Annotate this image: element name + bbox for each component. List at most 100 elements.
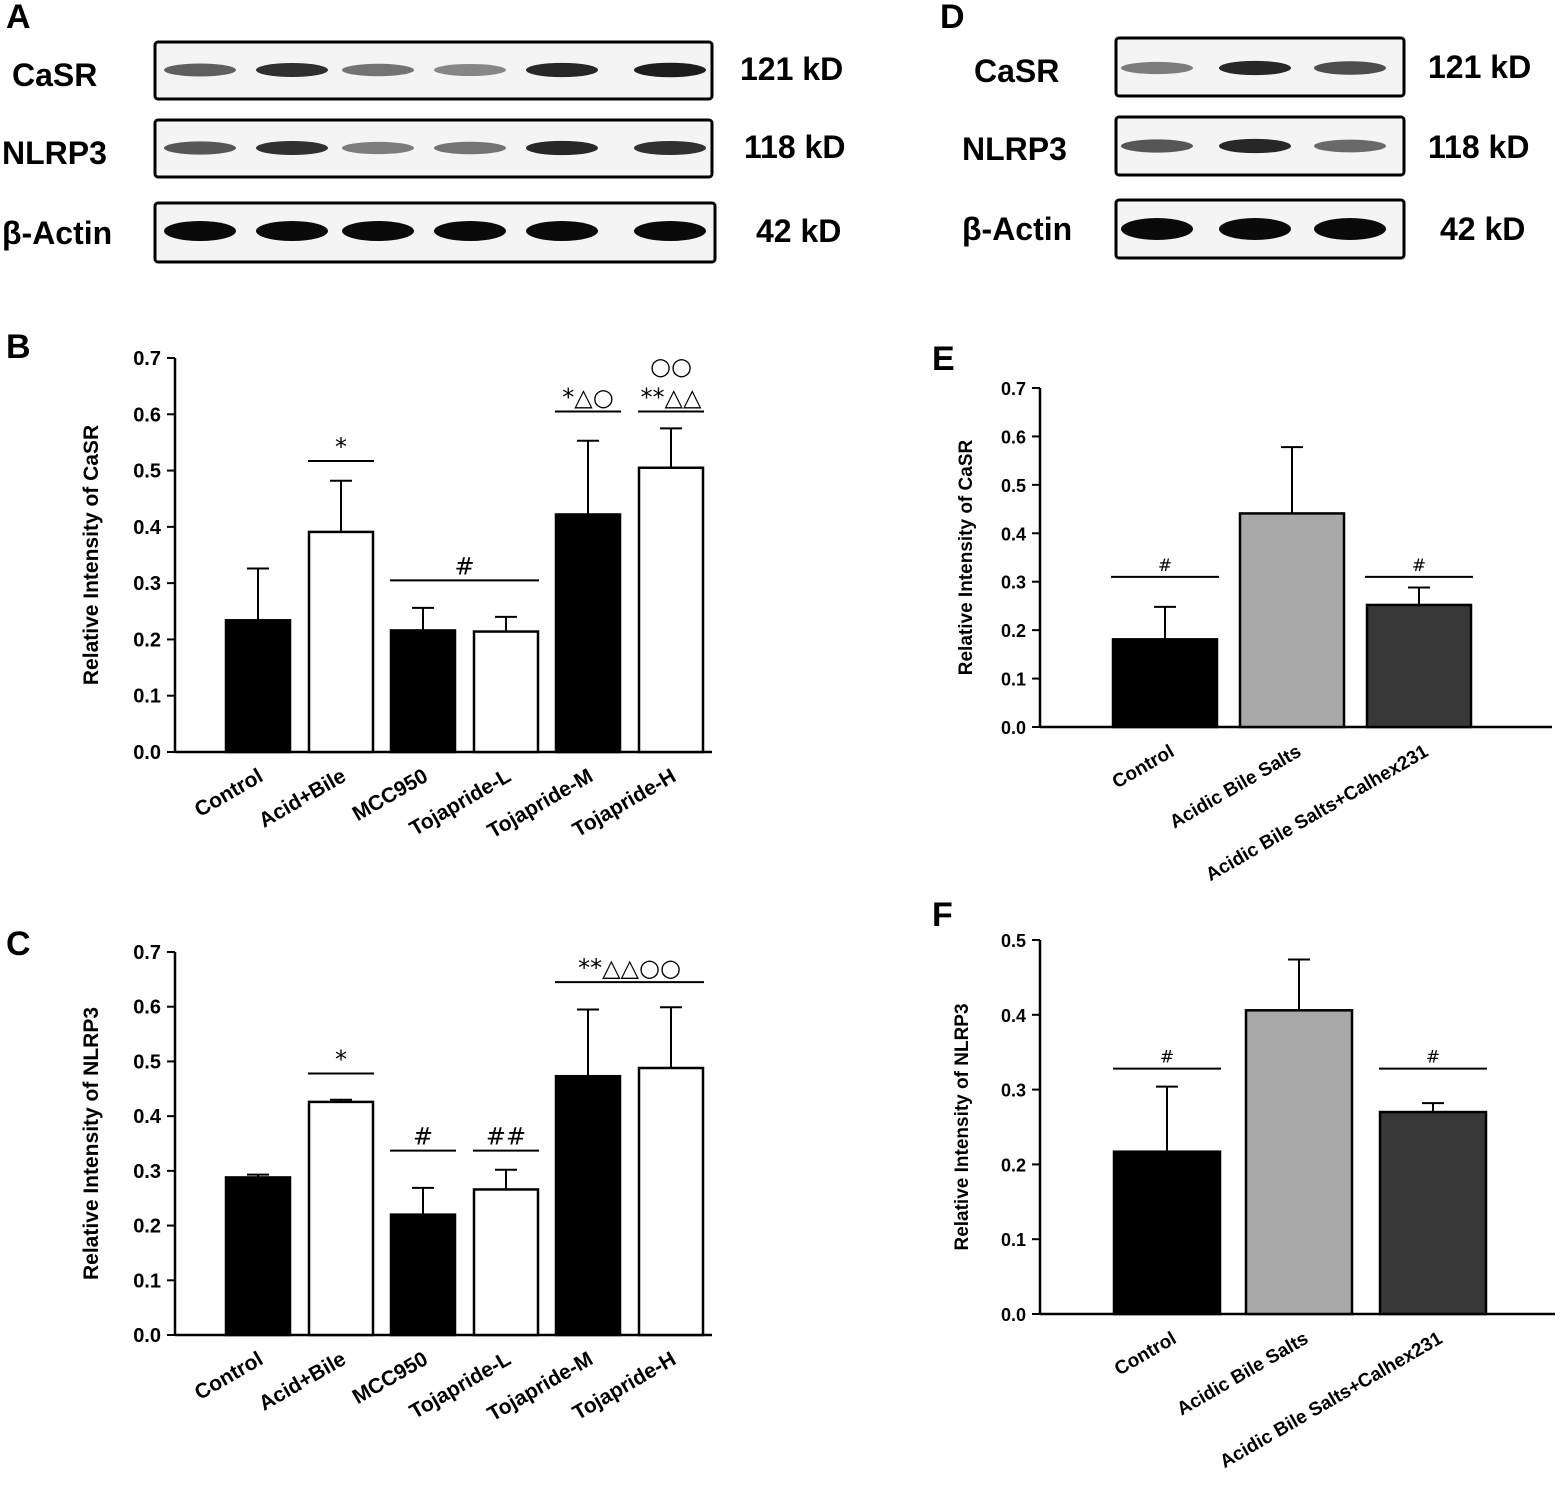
category-label: Acidic Bile Salts [1174, 1328, 1313, 1420]
significance-mark: # [1412, 556, 1426, 576]
bar [389, 629, 457, 754]
blot-protein-label: β-Actin [2, 215, 112, 251]
y-tick-label: 0.2 [133, 1216, 161, 1238]
blot-band [434, 63, 506, 77]
y-tick-label: 0.3 [133, 573, 161, 595]
bar-chart-e: 0.0 0.1 0.2 0.3 0.4 0.5 0.6 0.7 Relative Intensi… [956, 379, 1552, 886]
blot-band [1219, 60, 1291, 76]
significance-mark: # [1160, 1048, 1174, 1068]
y-tick-label: 0.7 [133, 942, 161, 964]
blot-band [342, 221, 414, 241]
y-tick-label: 0.3 [133, 1161, 161, 1183]
panel-letter-f: F [932, 896, 953, 934]
y-tick-label: 0.2 [1001, 621, 1026, 641]
y-tick-label: 0.5 [133, 1051, 161, 1073]
blot-band [434, 141, 506, 155]
y-tick-label: 0.5 [133, 461, 161, 483]
blot-band [526, 221, 598, 241]
blot-protein-label: β-Actin [962, 211, 1072, 247]
y-tick-label: 0.2 [1001, 1155, 1026, 1175]
y-axis-label: Relative Intensity of CaSR [80, 425, 103, 685]
significance-mark: **△△ [641, 383, 702, 411]
blot-row: CaSR 121 kD [974, 36, 1531, 98]
y-axis-label: Relative Intensity of CaSR [956, 439, 977, 675]
blot-row: NLRP3 118 kD [2, 118, 845, 179]
bar [554, 1074, 622, 1337]
blot-band [634, 140, 706, 156]
blot-band [1219, 138, 1291, 154]
blot-size-label: 42 kD [1440, 211, 1525, 247]
bar [1111, 638, 1219, 729]
blot-band [634, 221, 706, 241]
y-tick-label: 0.7 [1001, 379, 1026, 399]
significance-mark: # [1158, 556, 1172, 576]
panel-letter-c: C [6, 925, 31, 963]
category-label: Acid+Bile [255, 1347, 350, 1415]
blot-band [1121, 218, 1193, 240]
blot-row: CaSR 121 kD [12, 40, 843, 101]
blot-protein-label: CaSR [974, 53, 1059, 89]
blot-size-label: 121 kD [740, 51, 843, 87]
bar [472, 1188, 540, 1337]
y-tick-label: 0.4 [133, 1106, 162, 1128]
significance-mark: ○○ [650, 353, 692, 381]
bar [307, 1100, 375, 1337]
y-axis-label: Relative Intensity of NLRP3 [952, 1003, 973, 1250]
blot-row: β-Actin 42 kD [962, 198, 1525, 260]
category-label: Control [1109, 741, 1178, 793]
blot-size-label: 118 kD [1428, 129, 1529, 165]
y-tick-label: 0.0 [1001, 1305, 1026, 1325]
western-blot-d: CaSR 121 kD NLRP3 118 kD β-Actin 42 kD [962, 36, 1531, 260]
bar [224, 1176, 292, 1337]
y-tick-label: 0.0 [133, 1325, 161, 1347]
blot-band [1121, 61, 1193, 75]
blot-band [256, 140, 328, 156]
blot-row: NLRP3 118 kD [962, 115, 1529, 177]
blot-size-label: 42 kD [756, 213, 841, 249]
panel-letter-a: A [6, 0, 31, 36]
y-tick-label: 0.6 [133, 404, 161, 426]
bar-chart-f: 0.0 0.1 0.2 0.3 0.4 0.5 Relative Intensity of … [952, 931, 1555, 1473]
bar [1244, 1009, 1354, 1316]
blot-band [164, 141, 236, 155]
significance-mark: # [413, 1123, 433, 1151]
category-label: Acidic Bile Salts+Calhex231 [1217, 1328, 1447, 1473]
bar [224, 619, 292, 754]
y-axis-label: Relative Intensity of NLRP3 [80, 1007, 103, 1280]
blot-protein-label: CaSR [12, 57, 97, 93]
western-blot-a: CaSR 121 kD NLRP3 118 kD β-Actin 42 kD [2, 40, 845, 264]
blot-band [526, 140, 598, 156]
y-tick-label: 0.4 [1001, 524, 1026, 544]
blot-frame [153, 118, 714, 179]
significance-mark: **△△○○ [578, 954, 681, 982]
panel-letter-b: B [6, 328, 31, 366]
panel-letter-e: E [932, 340, 955, 378]
y-tick-label: 0.0 [133, 742, 161, 764]
y-tick-label: 0.2 [133, 629, 161, 651]
bar [307, 530, 375, 754]
y-tick-label: 0.6 [1001, 427, 1026, 447]
blot-band [434, 221, 506, 241]
bar [1238, 512, 1346, 729]
blot-band [526, 62, 598, 78]
y-tick-label: 0.4 [1001, 1006, 1026, 1026]
bar [1365, 603, 1473, 729]
y-tick-label: 0.1 [1001, 670, 1026, 690]
bar [637, 466, 705, 754]
significance-mark: * [335, 1045, 347, 1073]
bar [554, 513, 622, 754]
bar-chart-b: 0.0 0.1 0.2 0.3 0.4 0.5 0.6 0.7 Relative Intensi… [80, 348, 712, 843]
y-tick-label: 0.0 [1001, 718, 1026, 738]
y-tick-label: 0.5 [1001, 931, 1026, 951]
blot-frame [153, 40, 714, 101]
blot-size-label: 121 kD [1428, 49, 1531, 85]
blot-band [1219, 218, 1291, 240]
category-label: Acidic Bile Salts+Calhex231 [1202, 741, 1432, 886]
category-label: Acid+Bile [255, 764, 350, 832]
blot-band [256, 221, 328, 241]
y-tick-label: 0.4 [133, 517, 162, 539]
bar [1112, 1150, 1222, 1316]
blot-band [164, 63, 236, 77]
significance-mark: # [454, 552, 474, 580]
